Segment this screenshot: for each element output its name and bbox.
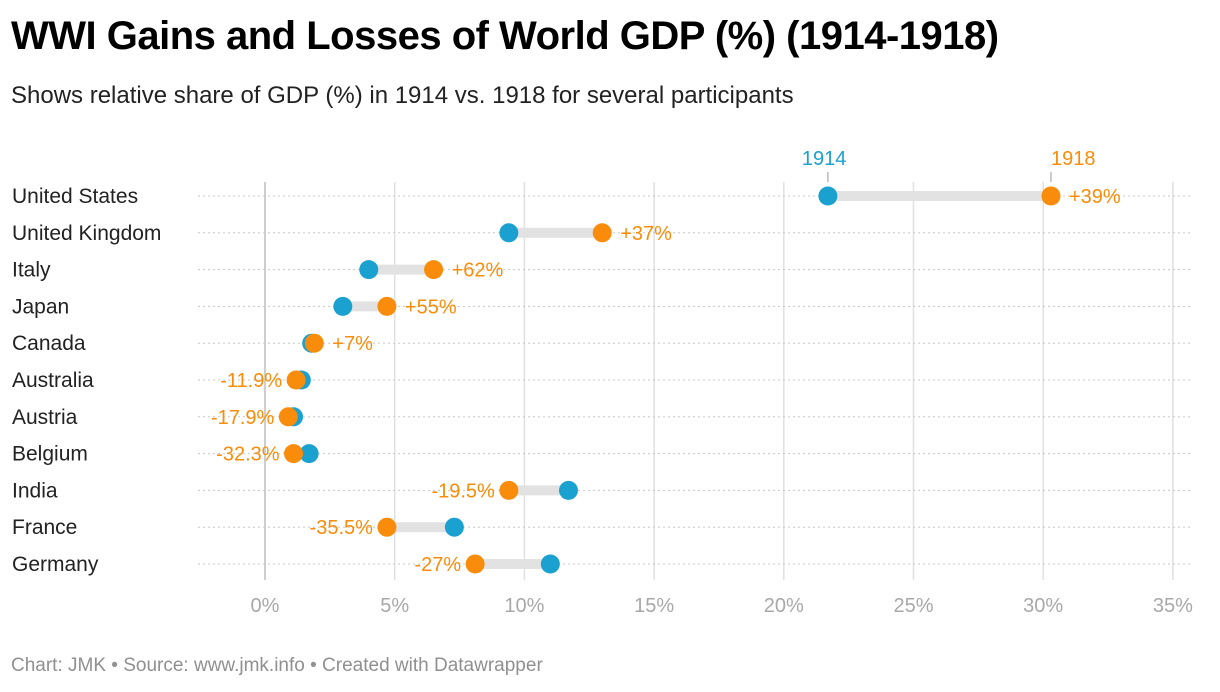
x-tick-label: 10% — [504, 595, 544, 617]
dot-1918 — [304, 333, 324, 353]
dot-1918 — [592, 223, 612, 243]
category-label: Germany — [12, 553, 99, 576]
dot-1918 — [424, 260, 444, 280]
change-label: -27% — [414, 554, 461, 576]
x-tick-label: 15% — [634, 595, 674, 617]
category-label: United States — [12, 185, 138, 208]
category-label: Belgium — [12, 443, 88, 466]
x-tick-label: 0% — [251, 595, 280, 617]
category-label: Canada — [12, 332, 86, 355]
dot-1914 — [444, 517, 464, 537]
chart-subtitle: Shows relative share of GDP (%) in 1914 … — [11, 82, 794, 109]
dot-1914 — [333, 296, 353, 316]
dot-1914 — [818, 186, 838, 206]
x-tick-label: 20% — [764, 595, 804, 617]
change-label: -17.9% — [211, 407, 275, 429]
chart-footer: Chart: JMK • Source: www.jmk.info • Crea… — [11, 655, 543, 676]
change-label: +39% — [1069, 186, 1121, 208]
change-label: +55% — [405, 296, 457, 318]
category-label: Italy — [12, 259, 51, 282]
category-label: Austria — [12, 406, 78, 429]
category-label: Japan — [12, 295, 69, 318]
legend-label-1918: 1918 — [1051, 148, 1096, 170]
x-tick-label: 5% — [380, 595, 409, 617]
dot-1914 — [540, 554, 560, 574]
dot-1918 — [499, 480, 519, 500]
change-label: -11.9% — [220, 370, 282, 392]
dot-1918 — [286, 370, 306, 390]
change-label: +37% — [620, 223, 672, 245]
dot-1914 — [499, 223, 519, 243]
change-label: -32.3% — [216, 444, 280, 466]
chart-title: WWI Gains and Losses of World GDP (%) (1… — [11, 14, 999, 58]
dot-1918 — [284, 444, 304, 464]
dot-1918 — [465, 554, 485, 574]
change-label: +7% — [332, 333, 373, 355]
category-label: France — [12, 516, 77, 539]
category-label: India — [12, 479, 58, 502]
change-label: +62% — [452, 260, 504, 282]
dot-1918 — [377, 296, 397, 316]
dot-1914 — [299, 444, 319, 464]
change-label: -19.5% — [431, 480, 495, 502]
legend-label-1914: 1914 — [802, 148, 847, 170]
change-label: -35.5% — [310, 517, 374, 539]
category-label: Australia — [12, 369, 94, 392]
x-tick-label: 25% — [893, 595, 933, 617]
dot-1918 — [278, 407, 298, 427]
x-tick-label: 30% — [1023, 595, 1063, 617]
category-label: United Kingdom — [12, 222, 161, 245]
dot-1914 — [359, 260, 379, 280]
dot-1914 — [558, 480, 578, 500]
x-tick-label: 35% — [1153, 595, 1193, 617]
dot-1918 — [377, 517, 397, 537]
dot-1918 — [1041, 186, 1061, 206]
